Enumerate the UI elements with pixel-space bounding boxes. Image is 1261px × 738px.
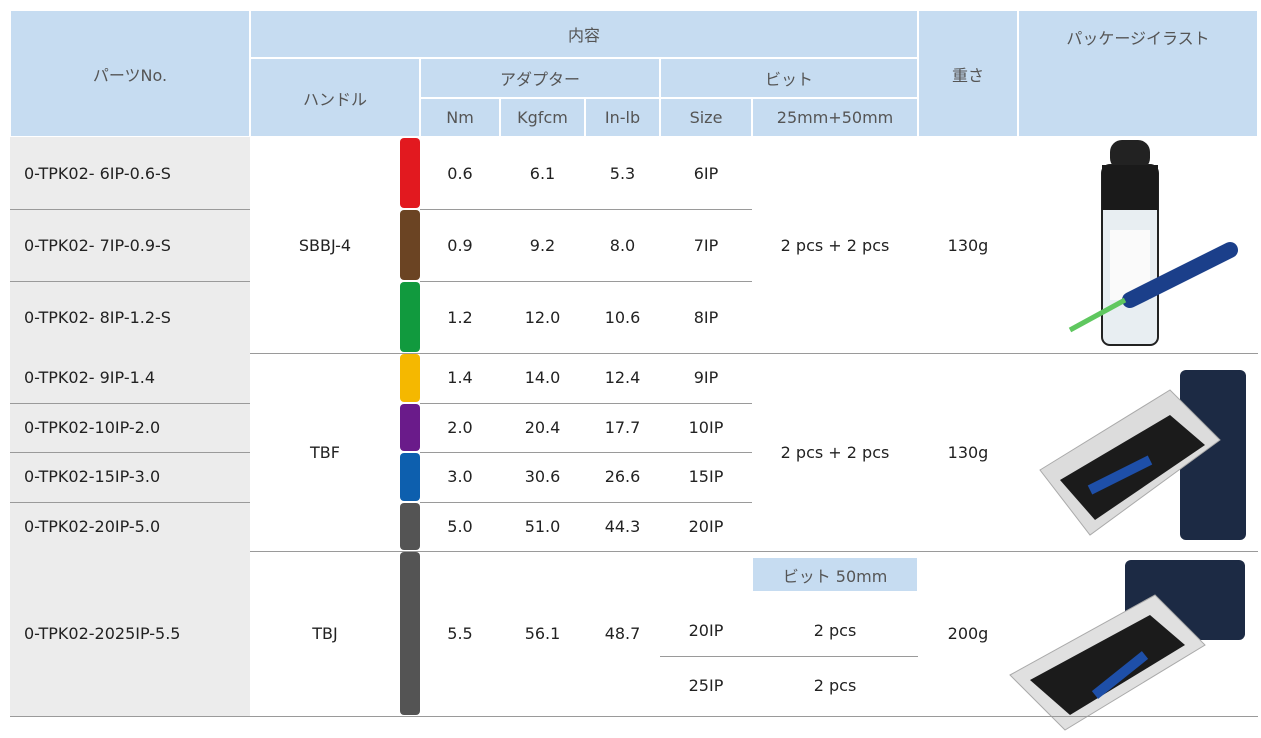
row-divider: [660, 656, 918, 657]
package-illustration: [1009, 560, 1245, 731]
part-number: 0-TPK02- 6IP-0.6-S: [24, 163, 171, 183]
cell-inlb: 48.7: [604, 624, 641, 643]
row-divider: [10, 716, 1258, 717]
cell-kgfcm: 12.0: [524, 307, 561, 327]
row-divider: [10, 402, 250, 404]
cell-nm: 2.0: [447, 417, 473, 437]
cell-nm: 0.9: [447, 235, 473, 255]
bit-header: ビット 50mm: [752, 557, 918, 592]
part-number: 0-TPK02-10IP-2.0: [24, 417, 161, 437]
bit-size: 7IP: [693, 235, 719, 255]
cell-nm: 1.2: [447, 307, 473, 327]
header-cell: パーツNo.: [10, 10, 250, 137]
header-cell: In-lb: [585, 98, 660, 137]
cell-inlb: 17.7: [604, 417, 641, 437]
cell-inlb: 5.3: [609, 163, 636, 183]
torque-color: [400, 403, 420, 451]
row-divider: [10, 501, 250, 503]
header-cell: Kgfcm: [500, 98, 585, 137]
package-illustration: [1039, 370, 1246, 540]
cell-kgfcm: 56.1: [524, 624, 561, 643]
torque-color: [400, 210, 420, 280]
header-cell: Nm: [420, 98, 500, 137]
header-cell: 内容: [250, 10, 918, 58]
torque-color: [400, 138, 420, 208]
bit-size: 20IP: [688, 516, 724, 536]
cell-kgfcm: 9.2: [529, 235, 556, 255]
bits: 2 pcs + 2 pcs: [780, 442, 890, 462]
cell-nm: 5.0: [447, 516, 473, 536]
cell-inlb: 8.0: [609, 235, 636, 255]
cell-nm: 5.5: [447, 624, 473, 643]
bit-size: 10IP: [688, 417, 724, 437]
part-bg: [10, 551, 250, 716]
cell-kgfcm: 20.4: [524, 417, 561, 437]
cell-kgfcm: 6.1: [529, 163, 556, 183]
part-number: 0-TPK02- 9IP-1.4: [24, 368, 156, 388]
header-cell: アダプター: [420, 58, 660, 98]
cell-inlb: 12.4: [604, 368, 641, 388]
bit-size: 15IP: [688, 467, 724, 487]
torque-color: [400, 354, 420, 402]
bit-size: 9IP: [693, 368, 719, 388]
row-divider: [10, 353, 1258, 354]
part-number: 0-TPK02- 8IP-1.2-S: [24, 307, 171, 327]
bit-size: 8IP: [693, 307, 719, 327]
handle: TBJ: [312, 624, 338, 643]
row-divider: [10, 281, 250, 282]
row-divider: [10, 452, 250, 453]
cell-nm: 0.6: [447, 163, 473, 183]
torque-color: [400, 552, 420, 715]
part-number: 0-TPK02-20IP-5.0: [24, 516, 161, 536]
part-bg: [10, 137, 250, 353]
header-cell: 25mm+50mm: [752, 98, 918, 137]
package-illustration: [1068, 140, 1238, 346]
header-cell: ビット: [660, 58, 918, 98]
row-divider: [420, 501, 752, 503]
row-divider: [420, 209, 752, 210]
bits: 2 pcs: [813, 620, 857, 640]
weight: 130g: [947, 235, 989, 255]
bits: 2 pcs: [813, 675, 857, 695]
cell-kgfcm: 30.6: [524, 467, 561, 487]
row-divider: [420, 452, 752, 453]
bit-size: 25IP: [688, 675, 724, 695]
torque-color: [400, 453, 420, 501]
torque-color: [400, 282, 420, 352]
bits: 2 pcs + 2 pcs: [780, 235, 890, 255]
row-divider: [420, 402, 752, 404]
cell-inlb: 10.6: [604, 307, 641, 327]
row-divider: [420, 281, 752, 282]
cell-nm: 3.0: [447, 467, 473, 487]
row-divider: [10, 551, 1258, 552]
bit-size: 20IP: [688, 620, 724, 640]
header-cell: ハンドル: [250, 58, 420, 137]
part-number: 0-TPK02-2025IP-5.5: [24, 624, 181, 643]
row-divider: [10, 209, 250, 210]
cell-nm: 1.4: [447, 368, 473, 388]
bit-size: 6IP: [693, 163, 719, 183]
cell-kgfcm: 51.0: [524, 516, 561, 536]
weight: 200g: [947, 624, 989, 643]
part-number: 0-TPK02- 7IP-0.9-S: [24, 235, 171, 255]
header-cell: パッケージイラスト: [1018, 10, 1258, 137]
weight: 130g: [947, 442, 989, 462]
handle: SBBJ-4: [298, 235, 352, 255]
header-cell: Size: [660, 98, 752, 137]
handle: TBF: [310, 442, 340, 462]
torque-color: [400, 502, 420, 550]
cell-kgfcm: 14.0: [524, 368, 561, 388]
header-cell: 重さ: [918, 10, 1018, 137]
cell-inlb: 26.6: [604, 467, 641, 487]
part-number: 0-TPK02-15IP-3.0: [24, 467, 161, 487]
cell-inlb: 44.3: [604, 516, 641, 536]
